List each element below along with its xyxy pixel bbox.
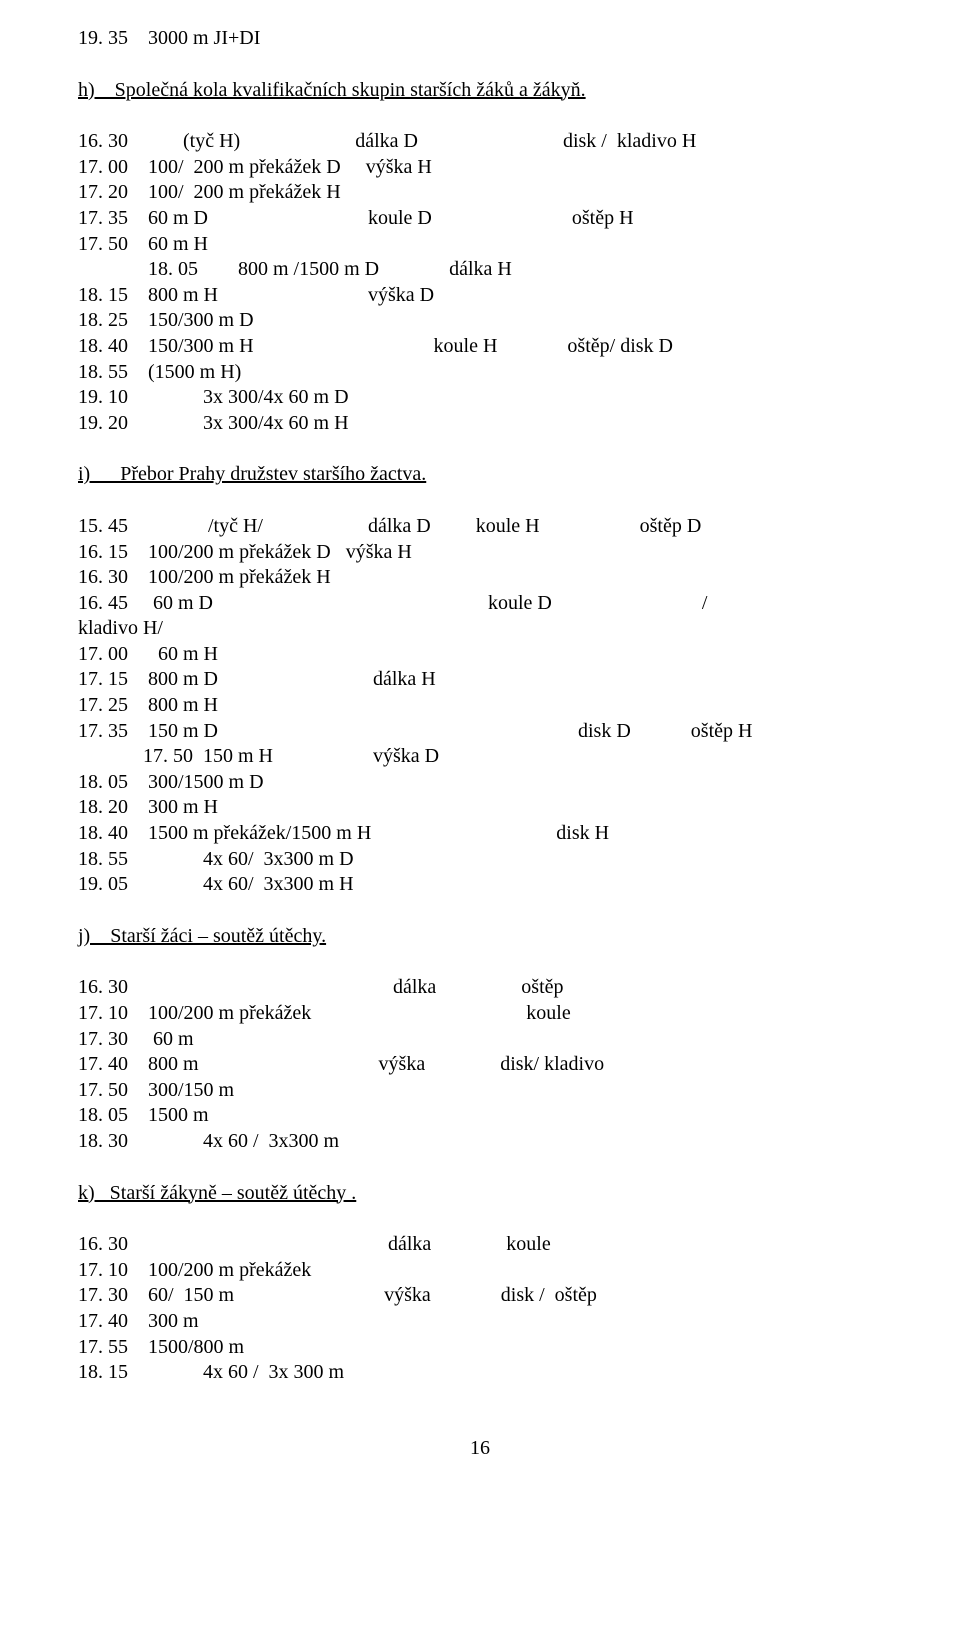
schedule-line: 16. 30 (tyč H) dálka D disk / kladivo H (78, 129, 882, 155)
schedule-line: 18. 15 800 m H výška D (78, 283, 882, 309)
schedule-line: 17. 00 60 m H (78, 642, 882, 668)
spacer (78, 52, 882, 78)
schedule-line: 18. 40 150/300 m H koule H oštěp/ disk D (78, 334, 882, 360)
schedule-line: 16. 30 dálka oštěp (78, 975, 882, 1001)
schedule-line: 19. 05 4x 60/ 3x300 m H (78, 872, 882, 898)
spacer (78, 488, 882, 514)
schedule-line: 18. 15 4x 60 / 3x 300 m (78, 1360, 882, 1386)
schedule-line: 17. 50 60 m H (78, 232, 882, 258)
spacer (78, 436, 882, 462)
schedule-line: 17. 30 60/ 150 m výška disk / oštěp (78, 1283, 882, 1309)
schedule-line: 15. 45 /tyč H/ dálka D koule H oštěp D (78, 514, 882, 540)
schedule-line: 17. 55 1500/800 m (78, 1335, 882, 1361)
schedule-line: 17. 35 60 m D koule D oštěp H (78, 206, 882, 232)
spacer (78, 898, 882, 924)
schedule-line: 18. 30 4x 60 / 3x300 m (78, 1129, 882, 1155)
schedule-line: 17. 40 300 m (78, 1309, 882, 1335)
schedule-line: 18. 40 1500 m překážek/1500 m H disk H (78, 821, 882, 847)
schedule-line: 19. 35 3000 m JI+DI (78, 26, 882, 52)
schedule-line: 17. 10 100/200 m překážek (78, 1258, 882, 1284)
section-k-heading: k) Starší žákyně – soutěž útěchy . (78, 1181, 882, 1207)
spacer (78, 1155, 882, 1181)
page-number: 16 (78, 1386, 882, 1462)
schedule-line: 17. 20 100/ 200 m překážek H (78, 180, 882, 206)
schedule-line: 18. 55 (1500 m H) (78, 360, 882, 386)
schedule-line: 18. 20 300 m H (78, 795, 882, 821)
schedule-line: 18. 55 4x 60/ 3x300 m D (78, 847, 882, 873)
schedule-line: 18. 25 150/300 m D (78, 308, 882, 334)
schedule-line: 16. 30 dálka koule (78, 1232, 882, 1258)
section-h-heading: h) Společná kola kvalifikačních skupin s… (78, 78, 882, 104)
schedule-line: 17. 50 300/150 m (78, 1078, 882, 1104)
section-j-heading: j) Starší žáci – soutěž útěchy. (78, 924, 882, 950)
schedule-line: 19. 20 3x 300/4x 60 m H (78, 411, 882, 437)
schedule-line: 17. 15 800 m D dálka H (78, 667, 882, 693)
section-i-heading: i) Přebor Prahy družstev staršího žactva… (78, 462, 882, 488)
schedule-line: 17. 25 800 m H (78, 693, 882, 719)
spacer (78, 949, 882, 975)
schedule-line: 18. 05 800 m /1500 m D dálka H (78, 257, 882, 283)
schedule-line: 17. 30 60 m (78, 1027, 882, 1053)
schedule-line: kladivo H/ (78, 616, 882, 642)
schedule-line: 16. 15 100/200 m překážek D výška H (78, 540, 882, 566)
schedule-line: 19. 10 3x 300/4x 60 m D (78, 385, 882, 411)
schedule-line: 17. 35 150 m D disk D oštěp H (78, 719, 882, 745)
schedule-line: 16. 45 60 m D koule D / (78, 591, 882, 617)
schedule-line: 17. 00 100/ 200 m překážek D výška H (78, 155, 882, 181)
spacer (78, 1206, 882, 1232)
spacer (78, 103, 882, 129)
schedule-line: 17. 10 100/200 m překážek koule (78, 1001, 882, 1027)
schedule-line: 17. 40 800 m výška disk/ kladivo (78, 1052, 882, 1078)
schedule-line: 18. 05 1500 m (78, 1103, 882, 1129)
schedule-line: 18. 05 300/1500 m D (78, 770, 882, 796)
schedule-line: 17. 50 150 m H výška D (78, 744, 882, 770)
schedule-line: 16. 30 100/200 m překážek H (78, 565, 882, 591)
